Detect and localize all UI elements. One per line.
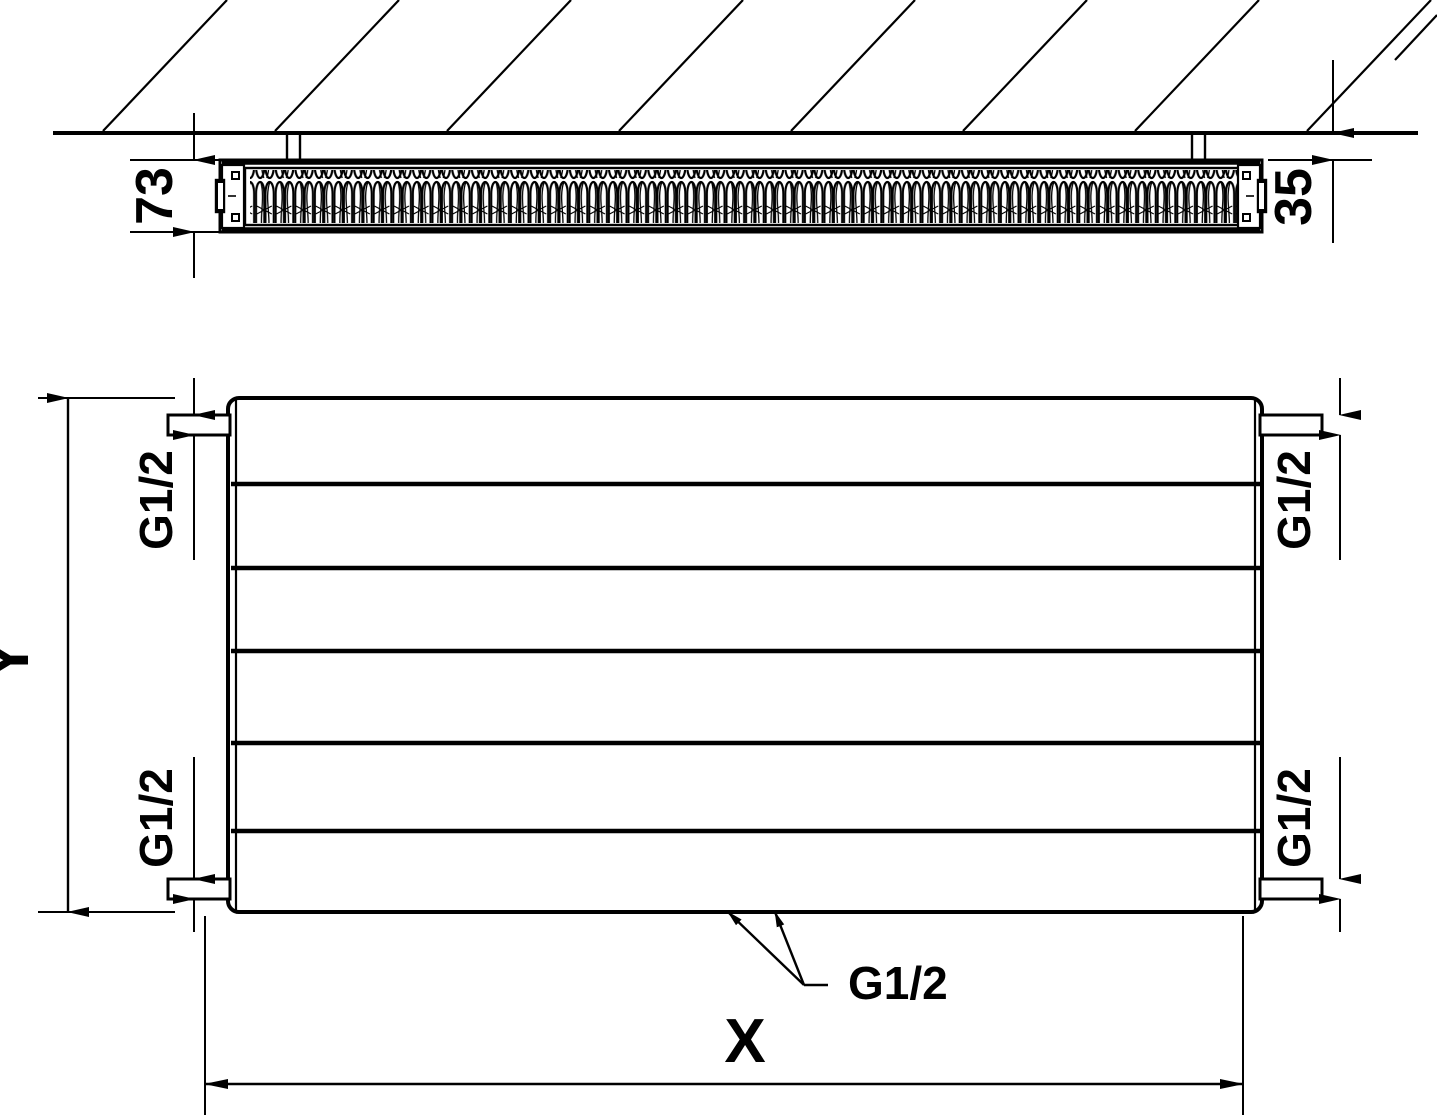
dimension-label-73: 73 bbox=[126, 167, 184, 225]
front-view-group: G1/2 G1/2 G1/2 G1/2 bbox=[0, 378, 1361, 1115]
callout-text-g-half: G1/2 bbox=[848, 957, 948, 1009]
callout-arrow-left bbox=[727, 911, 805, 986]
dimension-label-35: 35 bbox=[1265, 168, 1323, 226]
label-g-half-bottom-right: G1/2 bbox=[1268, 757, 1361, 932]
label-g-half-top-right: G1/2 bbox=[1268, 378, 1361, 560]
dimension-width-x: X bbox=[204, 916, 1244, 1115]
connection-stub-bottom-left bbox=[166, 877, 232, 901]
g-half-text-top-right: G1/2 bbox=[1268, 450, 1320, 550]
dimension-label-y: Y bbox=[0, 639, 42, 680]
g-half-text-top-left: G1/2 bbox=[130, 450, 182, 550]
top-view-group: 73 35 bbox=[53, 0, 1437, 278]
radiator-section-top-view bbox=[214, 158, 1268, 234]
dimension-height-y: Y bbox=[0, 393, 175, 917]
label-g-half-top-left: G1/2 bbox=[130, 378, 215, 560]
connection-stub-top-right bbox=[1258, 413, 1324, 437]
wall-hatching bbox=[53, 0, 1437, 135]
convector-fins bbox=[250, 170, 1250, 223]
connection-stub-bottom-right bbox=[1258, 877, 1324, 901]
left-end-cap bbox=[214, 163, 246, 230]
callout-g-half-bottom: G1/2 bbox=[727, 911, 948, 1009]
g-half-text-bottom-right: G1/2 bbox=[1268, 768, 1320, 868]
dimension-label-x: X bbox=[724, 1007, 765, 1076]
dimension-depth-73: 73 bbox=[126, 113, 243, 278]
wall-brackets bbox=[285, 133, 1207, 163]
hatch-lines bbox=[102, 0, 1437, 132]
panel-band-dividers bbox=[231, 481, 1260, 834]
radiator-front-panel-outline bbox=[226, 396, 1264, 914]
g-half-text-bottom-left: G1/2 bbox=[130, 768, 182, 868]
right-end-cap bbox=[1236, 163, 1268, 230]
label-g-half-bottom-left: G1/2 bbox=[130, 757, 215, 932]
callout-arrow-right bbox=[773, 911, 806, 986]
dimension-gap-35: 35 bbox=[1265, 60, 1372, 243]
connection-stub-top-left bbox=[166, 413, 232, 437]
